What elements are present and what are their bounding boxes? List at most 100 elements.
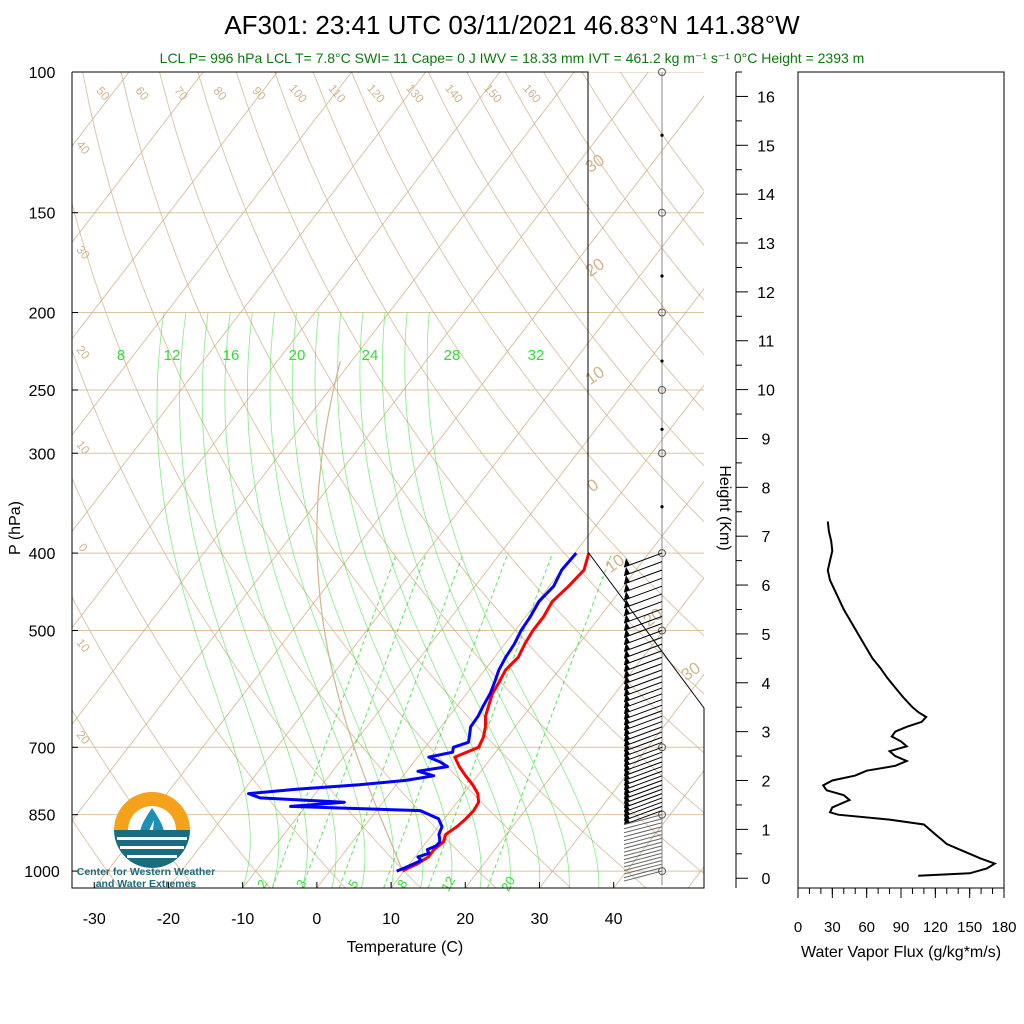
dry-adiabat — [72, 709, 196, 888]
wind-flag — [624, 606, 630, 616]
temperature-tick-label: -10 — [231, 911, 254, 928]
wind-circle — [658, 549, 666, 558]
pressure-tick-label: 500 — [29, 624, 56, 641]
skew-t-profiles — [247, 360, 591, 873]
logo-wave-2 — [120, 846, 184, 849]
moist-adiabat — [337, 312, 482, 888]
temperature-tick-label: -30 — [83, 911, 106, 928]
isotherm-label-top: 60 — [132, 84, 152, 103]
dry-adiabat — [82, 72, 572, 888]
wind-circle — [658, 743, 666, 752]
wind-circle — [658, 449, 666, 458]
wind-barb — [623, 834, 663, 845]
wind-barb — [623, 770, 663, 786]
wind-flag — [624, 662, 630, 672]
height-tick-label: 5 — [762, 627, 771, 644]
wind-barb — [623, 681, 663, 697]
wind-flag — [624, 726, 630, 736]
wind-flag — [624, 558, 630, 568]
skew-t-line-labels: 50 60 70 80 90 100 110 120 130 140 150 160403020100… — [73, 81, 704, 894]
wind-flag — [624, 621, 630, 631]
height-tick-label: 14 — [757, 187, 775, 204]
wind-circle — [658, 867, 666, 876]
isotherm-label-top: 50 — [93, 84, 113, 103]
wind-barb — [623, 793, 663, 809]
wind-barb — [623, 766, 663, 782]
wind-barb — [623, 837, 663, 849]
height-tick-label: 3 — [762, 725, 771, 742]
wind-barb — [623, 822, 663, 834]
wind-barb — [623, 704, 663, 720]
pressure-tick-label: 100 — [29, 65, 56, 82]
wvf-tick-label: 180 — [991, 919, 1016, 936]
height-tick-label: 9 — [762, 431, 771, 448]
wind-flag — [624, 680, 630, 690]
pressure-tick-label: 850 — [29, 808, 56, 825]
isotherm-line — [72, 72, 575, 726]
pressure-tick-label: 300 — [29, 446, 56, 463]
moist-adiabat-label: 12 — [164, 347, 181, 364]
isotherm-label-right: 10 — [582, 362, 608, 388]
wind-barb — [623, 870, 663, 882]
wind-barb — [623, 636, 663, 652]
wind-barb — [623, 805, 663, 821]
moist-adiabat-label: 24 — [362, 347, 379, 364]
dry-adiabat — [197, 72, 704, 814]
height-tick-label: 7 — [762, 529, 771, 546]
wind-flag — [624, 655, 630, 665]
wvf-tick-label: 0 — [794, 919, 802, 936]
dry-adiabat — [120, 72, 647, 888]
wind-barb — [623, 623, 663, 638]
wind-barb — [623, 699, 663, 715]
temperature-tick-label: -20 — [157, 911, 180, 928]
dry-adiabat — [274, 72, 704, 695]
wind-flag — [624, 668, 630, 678]
pressure-tick-label: 1000 — [24, 864, 60, 881]
chart-title: AF301: 23:41 UTC 03/11/2021 46.83°N 141.… — [224, 10, 800, 40]
wind-barb — [623, 814, 663, 826]
wind-barb — [623, 585, 663, 601]
mixing-ratio-label: 12 — [438, 874, 458, 894]
wvf-curve — [821, 521, 998, 877]
moist-adiabat — [224, 312, 337, 888]
wind-barb — [623, 852, 663, 864]
wind-flag — [624, 815, 630, 825]
wind-flag — [624, 687, 630, 697]
wind-flag — [624, 771, 630, 781]
wind-barb — [623, 656, 663, 672]
wind-barb — [623, 630, 663, 645]
wind-barb — [623, 756, 663, 772]
pressure-axis-label: P (hPa) — [7, 501, 24, 555]
wind-flag — [624, 583, 630, 593]
wind-flag — [624, 747, 630, 757]
wind-flag — [624, 731, 630, 741]
dry-adiabat — [159, 72, 704, 875]
wind-barb — [623, 826, 663, 838]
isotherm-label-left: 10 — [73, 438, 93, 457]
logo-wave-3 — [127, 855, 177, 858]
wvf-tick-label: 60 — [858, 919, 875, 936]
wind-flag — [624, 591, 630, 601]
wind-barb — [623, 860, 663, 871]
moist-adiabat-label: 16 — [223, 347, 240, 364]
wind-flag — [624, 674, 630, 684]
wind-barb — [623, 608, 663, 624]
wind-dot — [660, 133, 664, 137]
moist-adiabat-label: 32 — [528, 347, 545, 364]
wind-dot — [660, 274, 664, 278]
temperature-tick-label: 0 — [312, 911, 321, 928]
isotherm-line — [72, 72, 130, 147]
mixing-ratio-line — [383, 552, 509, 888]
moist-adiabat-label: 20 — [289, 347, 306, 364]
wind-flag — [624, 635, 630, 645]
wvf-tick-label: 150 — [957, 919, 982, 936]
isotherm-line — [72, 72, 501, 629]
wind-circle — [658, 208, 666, 217]
wvf-curve-layer — [821, 521, 998, 877]
wind-barb — [623, 751, 663, 767]
wind-barb — [623, 761, 663, 777]
wind-flag — [624, 614, 630, 624]
isotherm-line — [72, 72, 649, 822]
